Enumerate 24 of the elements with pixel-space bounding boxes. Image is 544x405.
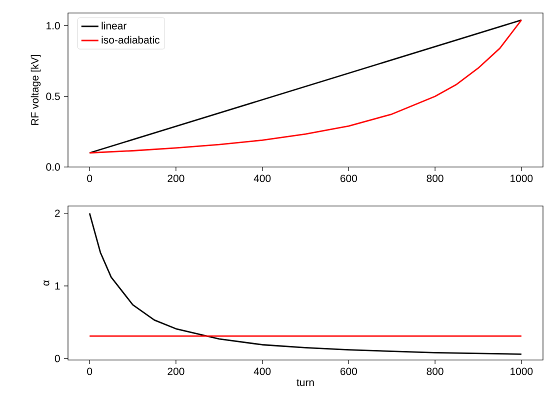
x-tick-label: 0 xyxy=(87,368,92,376)
x-tick-label: 800 xyxy=(426,174,444,182)
x-tick-label: 1000 xyxy=(510,174,533,182)
y-tick-label: 0.0 xyxy=(46,163,60,171)
x-tick-label: 400 xyxy=(254,368,271,376)
x-tick-label: 200 xyxy=(168,174,184,182)
x-tick-label: 600 xyxy=(340,368,357,376)
y-tick-label: 1 xyxy=(55,282,60,290)
y-axis-title: RF voltage [kV] xyxy=(30,55,41,125)
x-tick-label: 1000 xyxy=(510,368,533,376)
y-tick-label: 0 xyxy=(54,354,60,362)
y-tick-label: 2 xyxy=(55,210,60,217)
x-tick-label: 200 xyxy=(168,368,184,376)
x-tick-label: 600 xyxy=(340,174,357,182)
x-tick-label: 0 xyxy=(87,174,92,182)
y-tick-label: 1.0 xyxy=(46,22,60,30)
x-axis-title: turn xyxy=(296,379,314,386)
legend-label: iso-adiabatic xyxy=(102,36,160,44)
line-series xyxy=(88,212,522,355)
legend-label: linear xyxy=(102,22,126,30)
y-axis-title: α xyxy=(44,280,50,286)
y-tick-label: 0.5 xyxy=(46,92,60,100)
x-tick-label: 800 xyxy=(426,368,444,376)
x-tick-label: 400 xyxy=(254,174,271,182)
